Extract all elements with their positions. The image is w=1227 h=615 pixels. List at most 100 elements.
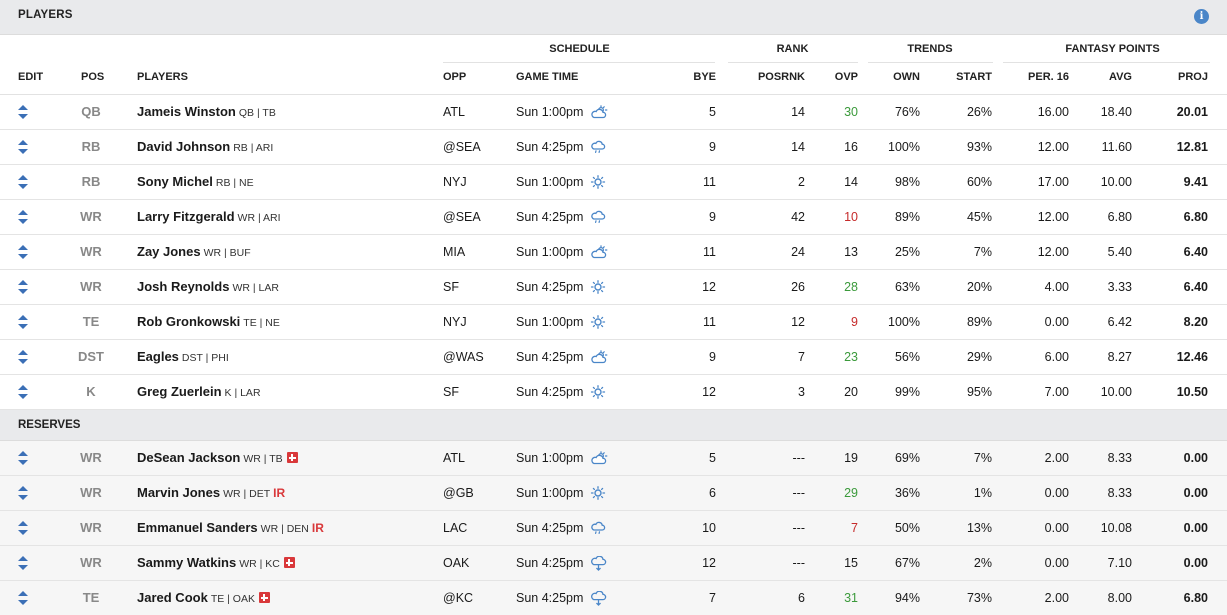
player-name[interactable]: Eagles bbox=[137, 349, 179, 364]
move-arrows-icon[interactable] bbox=[17, 581, 29, 615]
opponent: ATL bbox=[443, 451, 465, 465]
bye-week: 6 bbox=[709, 486, 716, 500]
player-name[interactable]: Jameis Winston bbox=[137, 104, 236, 119]
move-arrows-icon[interactable] bbox=[17, 546, 29, 583]
player-name-cell[interactable]: Emmanuel Sanders WR | DEN IR bbox=[137, 511, 324, 546]
player-name-cell[interactable]: Josh Reynolds WR | LAR bbox=[137, 270, 279, 305]
move-arrows-icon[interactable] bbox=[17, 305, 29, 342]
col-header-game-time[interactable]: GAME TIME bbox=[516, 71, 579, 83]
starter-row[interactable]: TE Rob Gronkowski TE | NE NYJ Sun 1:00pm … bbox=[0, 305, 1227, 340]
col-header-bye[interactable]: BYE bbox=[693, 71, 716, 83]
player-name-cell[interactable]: David Johnson RB | ARI bbox=[137, 130, 273, 165]
move-arrows-icon[interactable] bbox=[17, 375, 29, 412]
reserve-row[interactable]: TE Jared Cook TE | OAK @KC Sun 4:25pm 7 6… bbox=[0, 581, 1227, 615]
move-arrows-icon[interactable] bbox=[17, 165, 29, 202]
opponent-vs-position: 28 bbox=[844, 280, 858, 294]
col-header-posrnk[interactable]: POSRNK bbox=[757, 71, 805, 83]
move-arrows-icon[interactable] bbox=[17, 95, 29, 132]
own-percent: 67% bbox=[894, 556, 920, 570]
player-name-cell[interactable]: Larry Fitzgerald WR | ARI bbox=[137, 200, 281, 235]
player-name[interactable]: Greg Zuerlein bbox=[137, 384, 222, 399]
player-name-cell[interactable]: Zay Jones WR | BUF bbox=[137, 235, 251, 270]
starter-row[interactable]: WR Zay Jones WR | BUF MIA Sun 1:00pm 11 2… bbox=[0, 235, 1227, 270]
col-header-own[interactable]: OWN bbox=[893, 71, 920, 83]
reserve-row[interactable]: WR DeSean Jackson WR | TB ATL Sun 1:00pm … bbox=[0, 441, 1227, 476]
player-name-cell[interactable]: Jameis Winston QB | TB bbox=[137, 95, 276, 130]
player-team: WR | BUF bbox=[203, 247, 251, 259]
player-team: WR | KC bbox=[239, 558, 280, 570]
starter-row[interactable]: RB David Johnson RB | ARI @SEA Sun 4:25pm… bbox=[0, 130, 1227, 165]
starter-row[interactable]: QB Jameis Winston QB | TB ATL Sun 1:00pm … bbox=[0, 95, 1227, 130]
starter-row[interactable]: WR Josh Reynolds WR | LAR SF Sun 4:25pm 1… bbox=[0, 270, 1227, 305]
own-percent: 99% bbox=[894, 385, 920, 399]
bye-week: 9 bbox=[709, 350, 716, 364]
player-team: WR | DEN bbox=[260, 523, 309, 535]
player-name[interactable]: Sammy Watkins bbox=[137, 555, 237, 570]
starter-row[interactable]: WR Larry Fitzgerald WR | ARI @SEA Sun 4:2… bbox=[0, 200, 1227, 235]
starter-row[interactable]: K Greg Zuerlein K | LAR SF Sun 4:25pm 12 … bbox=[0, 375, 1227, 410]
position-rank: 14 bbox=[791, 105, 805, 119]
opponent: MIA bbox=[443, 245, 466, 259]
player-position: WR bbox=[80, 450, 102, 465]
move-arrows-icon[interactable] bbox=[17, 130, 29, 167]
projected-points: 12.81 bbox=[1176, 140, 1208, 154]
opponent-vs-position: 23 bbox=[844, 350, 858, 364]
average-points: 6.42 bbox=[1107, 315, 1132, 329]
own-percent: 63% bbox=[894, 280, 920, 294]
player-name-cell[interactable]: Jared Cook TE | OAK bbox=[137, 581, 270, 615]
info-icon[interactable]: i bbox=[1194, 9, 1209, 24]
partly-cloudy-icon bbox=[590, 441, 608, 478]
player-name[interactable]: David Johnson bbox=[137, 139, 231, 154]
player-name-cell[interactable]: Sony Michel RB | NE bbox=[137, 165, 254, 200]
partly-cloudy-icon bbox=[590, 340, 608, 377]
move-arrows-icon[interactable] bbox=[17, 441, 29, 478]
player-name[interactable]: Sony Michel bbox=[137, 174, 213, 189]
move-arrows-icon[interactable] bbox=[17, 200, 29, 237]
player-name[interactable]: DeSean Jackson bbox=[137, 450, 241, 465]
reserve-row[interactable]: WR Sammy Watkins WR | KC OAK Sun 4:25pm 1… bbox=[0, 546, 1227, 581]
rain-heavy-icon bbox=[590, 581, 607, 615]
player-name-cell[interactable]: Sammy Watkins WR | KC bbox=[137, 546, 295, 581]
player-name-cell[interactable]: Eagles DST | PHI bbox=[137, 340, 229, 375]
player-name[interactable]: Josh Reynolds bbox=[137, 279, 230, 294]
col-header-opp[interactable]: OPP bbox=[443, 71, 467, 83]
player-name[interactable]: Marvin Jones bbox=[137, 485, 221, 500]
position-rank: --- bbox=[792, 451, 806, 465]
reserve-row[interactable]: WR Emmanuel Sanders WR | DEN IR LAC Sun 4:… bbox=[0, 511, 1227, 546]
start-percent: 7% bbox=[973, 451, 992, 465]
starter-row[interactable]: DST Eagles DST | PHI @WAS Sun 4:25pm 9 7 … bbox=[0, 340, 1227, 375]
col-header-ovp[interactable]: OVP bbox=[834, 71, 858, 83]
player-name-cell[interactable]: Rob Gronkowski TE | NE bbox=[137, 305, 280, 340]
game-time: Sun 1:00pm bbox=[516, 175, 584, 189]
player-name-cell[interactable]: DeSean Jackson WR | TB bbox=[137, 441, 298, 476]
player-name[interactable]: Jared Cook bbox=[137, 590, 208, 605]
points-per-16: 0.00 bbox=[1044, 521, 1069, 535]
player-name[interactable]: Rob Gronkowski bbox=[137, 314, 241, 329]
move-arrows-icon[interactable] bbox=[17, 340, 29, 377]
player-name[interactable]: Zay Jones bbox=[137, 244, 201, 259]
bye-week: 12 bbox=[702, 556, 716, 570]
starter-row[interactable]: RB Sony Michel RB | NE NYJ Sun 1:00pm 11 … bbox=[0, 165, 1227, 200]
col-header-pos[interactable]: POS bbox=[81, 71, 105, 83]
move-arrows-icon[interactable] bbox=[17, 476, 29, 513]
projected-points: 10.50 bbox=[1176, 385, 1208, 399]
player-name[interactable]: Larry Fitzgerald bbox=[137, 209, 235, 224]
reserves-list: WR DeSean Jackson WR | TB ATL Sun 1:00pm … bbox=[0, 441, 1227, 615]
player-position: WR bbox=[80, 520, 102, 535]
move-arrows-icon[interactable] bbox=[17, 270, 29, 307]
move-arrows-icon[interactable] bbox=[17, 511, 29, 548]
col-header-proj[interactable]: PROJ bbox=[1178, 71, 1208, 83]
player-name-cell[interactable]: Greg Zuerlein K | LAR bbox=[137, 375, 261, 410]
player-name[interactable]: Emmanuel Sanders bbox=[137, 520, 258, 535]
player-name-cell[interactable]: Marvin Jones WR | DET IR bbox=[137, 476, 285, 511]
move-arrows-icon[interactable] bbox=[17, 235, 29, 272]
points-per-16: 12.00 bbox=[1037, 140, 1069, 154]
col-header-players[interactable]: PLAYERS bbox=[137, 71, 188, 83]
ir-badge: IR bbox=[273, 486, 286, 500]
reserve-row[interactable]: WR Marvin Jones WR | DET IR @GB Sun 1:00pm… bbox=[0, 476, 1227, 511]
col-header-start[interactable]: START bbox=[956, 71, 992, 83]
average-points: 8.27 bbox=[1107, 350, 1132, 364]
col-header-per16[interactable]: PER. 16 bbox=[1028, 71, 1069, 83]
col-header-avg[interactable]: AVG bbox=[1108, 71, 1132, 83]
opponent-vs-position: 19 bbox=[844, 451, 858, 465]
